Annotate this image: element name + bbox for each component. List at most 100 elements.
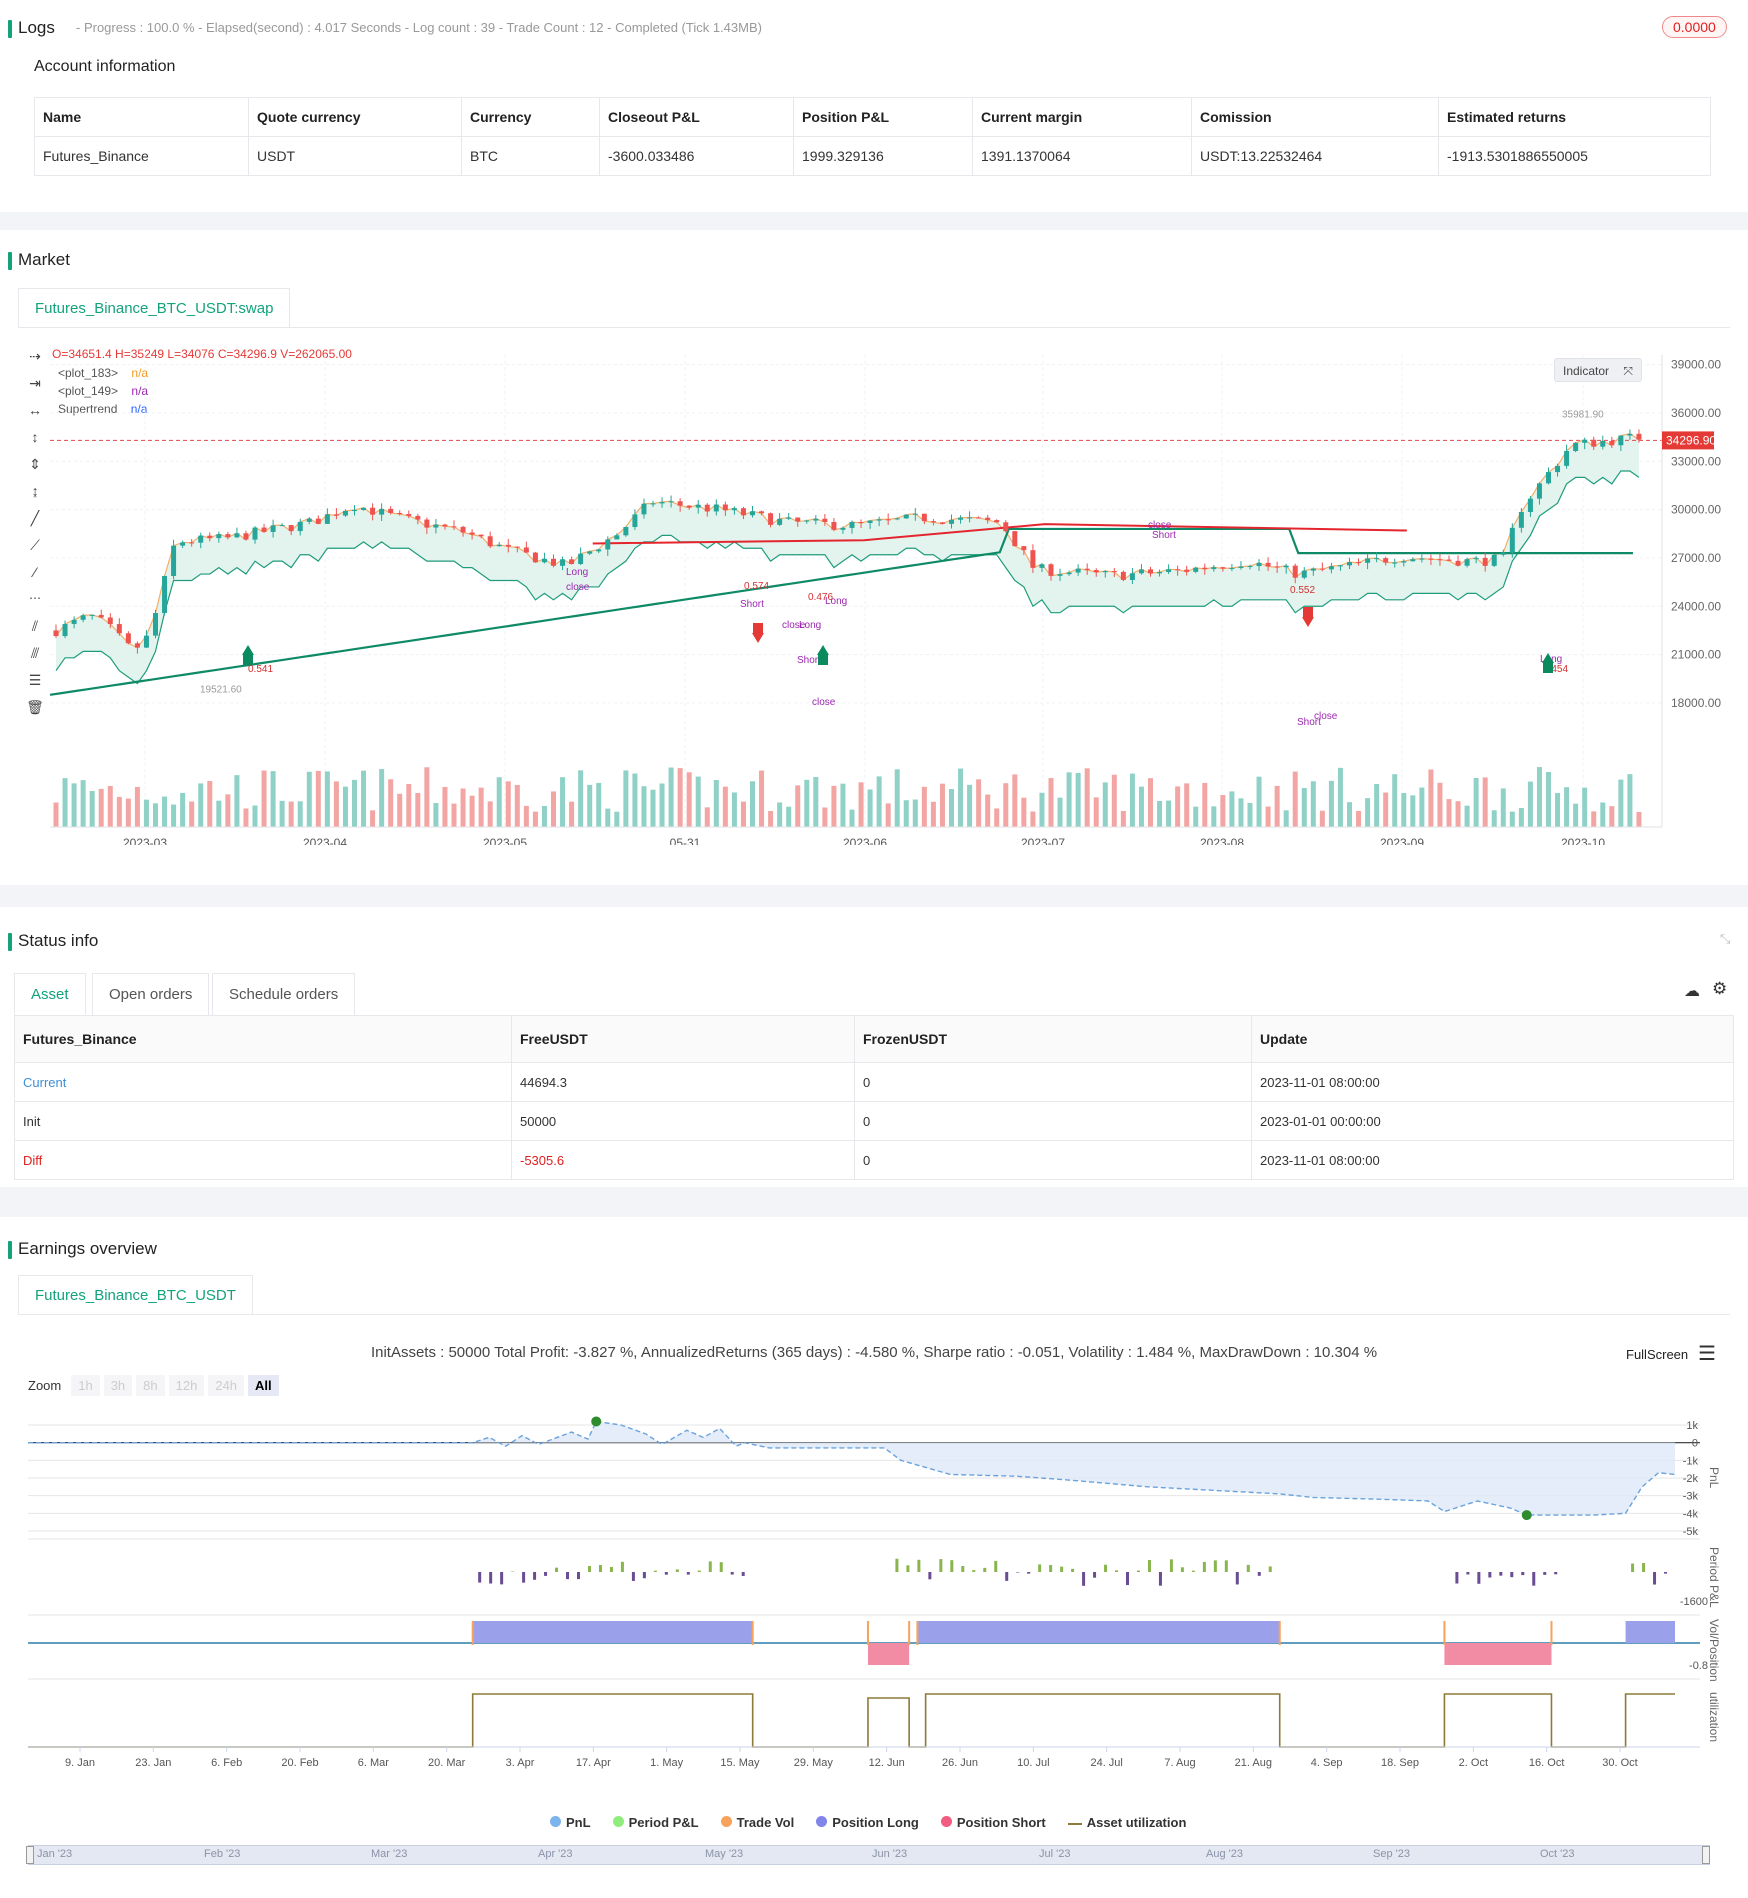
volume-bar — [614, 811, 620, 827]
tab-schedule-orders[interactable]: Schedule orders — [212, 973, 356, 1015]
horizontal-line-tool-icon[interactable]: ⇢ — [29, 348, 41, 364]
pnl-series — [28, 1416, 1676, 1521]
candle-body — [1292, 565, 1298, 578]
gear-icon[interactable]: ⚙ — [1712, 979, 1728, 998]
zoom-8h-button[interactable]: 8h — [136, 1375, 165, 1396]
candle-body — [198, 535, 204, 543]
volume-bar — [1446, 799, 1452, 827]
pnl-tick: -5k — [1683, 1526, 1699, 1538]
zoom-label: Zoom — [28, 1378, 62, 1393]
candle-body — [740, 508, 746, 516]
candle-body — [804, 520, 810, 522]
candle-body — [171, 545, 177, 577]
legend-trade-vol[interactable]: Trade Vol — [720, 1815, 794, 1830]
legend-value: n/a — [131, 366, 149, 380]
zoom-12h-button[interactable]: 12h — [168, 1375, 205, 1396]
ray-tool-icon[interactable]: ⟋ — [30, 537, 40, 553]
volume-bar — [659, 783, 665, 827]
candle-body — [288, 525, 294, 532]
candle-body — [551, 558, 556, 566]
period-bar — [928, 1572, 932, 1580]
market-chart[interactable]: 35981.9019521.60LongcloseShortcloseLongS… — [0, 345, 1748, 845]
status-panel: Status info ⤡ Asset Open orders Schedule… — [0, 907, 1748, 1187]
navigator-left-handle[interactable] — [26, 1846, 34, 1864]
menu-icon[interactable]: ☰ — [1698, 1343, 1716, 1365]
zoom-24h-button[interactable]: 24h — [208, 1375, 245, 1396]
vertical-line-tool-icon[interactable]: ↕ — [31, 429, 39, 445]
legend-name: Supertrend — [58, 402, 118, 416]
parallel-channel-tool-icon[interactable]: ⫽ — [31, 618, 39, 634]
indicator-button[interactable]: Indicator ⤧ — [1554, 358, 1642, 382]
candle-body — [1084, 568, 1090, 571]
market-symbol-tab[interactable]: Futures_Binance_BTC_USDT:swap — [18, 288, 291, 328]
date-tick: 1. May — [650, 1757, 684, 1769]
segment-tool-icon[interactable]: ⁄ — [33, 564, 37, 580]
fullscreen-button[interactable]: FullScreen — [1626, 1347, 1689, 1362]
navigator-label: May '23 — [705, 1848, 744, 1860]
legend-asset-utilization[interactable]: Asset utilization — [1067, 1815, 1187, 1830]
cloud-download-icon[interactable]: ☁ — [1684, 983, 1700, 1000]
volume-bar — [1166, 800, 1172, 827]
volume-bar — [921, 786, 927, 827]
tab-asset[interactable]: Asset — [14, 973, 86, 1015]
period-bar — [1191, 1570, 1195, 1572]
legend-pnl[interactable]: PnL — [550, 1815, 591, 1830]
volume-bar — [949, 789, 954, 827]
earnings-symbol-tab[interactable]: Futures_Binance_BTC_USDT — [18, 1275, 253, 1315]
trade-annotation: close — [782, 620, 806, 631]
candle-body — [1536, 483, 1542, 499]
volume-bar — [1383, 792, 1389, 827]
trend-line-tool-icon[interactable]: ╱ — [30, 510, 40, 526]
volume-bar — [1157, 800, 1163, 827]
earnings-panel: Earnings overview Futures_Binance_BTC_US… — [0, 1217, 1748, 1898]
trade-annotation: 0.552 — [1290, 585, 1315, 596]
logs-badge[interactable]: 0.0000 — [1662, 16, 1727, 38]
period-bar — [1246, 1564, 1250, 1572]
period-bar — [489, 1572, 493, 1584]
date-tick: 9. Jan — [65, 1757, 95, 1769]
volume-bar — [1509, 811, 1515, 827]
price-tick: 30000.00 — [1671, 503, 1721, 517]
volume-bar — [216, 800, 222, 827]
candle-body — [252, 527, 258, 540]
current-price-badge — [1662, 431, 1714, 450]
legend-line-icon — [1067, 1822, 1082, 1825]
price-range-tool-icon[interactable]: ⋯ — [29, 591, 41, 605]
volume-bars — [53, 767, 1642, 827]
period-bar — [950, 1560, 954, 1572]
zoom-1h-button[interactable]: 1h — [71, 1375, 100, 1396]
vertical-segment-tool-icon[interactable]: ↨ — [31, 483, 39, 499]
candle-body — [1419, 558, 1425, 560]
zoom-3h-button[interactable]: 3h — [103, 1375, 133, 1396]
period-bar — [983, 1567, 987, 1572]
horizontal-ray-tool-icon[interactable]: ⇥ — [29, 375, 41, 391]
volume-bar — [1256, 776, 1262, 827]
navigator-bar[interactable]: Jan '23 Feb '23 Mar '23 Apr '23 May '23 Jun '… — [28, 1845, 1710, 1865]
legend-text: Asset utilization — [1086, 1815, 1187, 1830]
account-header-quote: Quote currency — [248, 97, 462, 137]
navigator-right-handle[interactable] — [1702, 1846, 1710, 1864]
vertical-ray-tool-icon[interactable]: ⇕ — [29, 456, 41, 472]
volume-bar — [342, 786, 348, 827]
volume-bar — [442, 786, 448, 827]
candle-body — [1238, 566, 1244, 568]
period-bar — [1653, 1572, 1657, 1585]
trash-icon[interactable]: 🗑 — [26, 699, 44, 715]
price-tick: 21000.00 — [1671, 648, 1721, 662]
zoom-all-button[interactable]: All — [248, 1375, 279, 1396]
legend-period-pnl[interactable]: Period P&L — [612, 1815, 699, 1830]
legend-position-long[interactable]: Position Long — [816, 1815, 919, 1830]
fibonacci-tool-icon[interactable]: ☰ — [28, 672, 42, 688]
account-header-currency: Currency — [461, 97, 600, 137]
current-price-label: 34296.90 — [1666, 433, 1716, 447]
candle-body — [939, 522, 945, 524]
horizontal-segment-tool-icon[interactable]: ↔ — [28, 402, 42, 418]
collapse-icon[interactable]: ⤡ — [1720, 931, 1731, 946]
candle-body — [487, 536, 493, 547]
tab-open-orders[interactable]: Open orders — [92, 973, 210, 1015]
period-bar — [1235, 1572, 1239, 1585]
legend-position-short[interactable]: Position Short — [940, 1815, 1046, 1830]
volume-bar — [1437, 782, 1443, 827]
pitchfork-tool-icon[interactable]: ⫻ — [30, 645, 40, 661]
